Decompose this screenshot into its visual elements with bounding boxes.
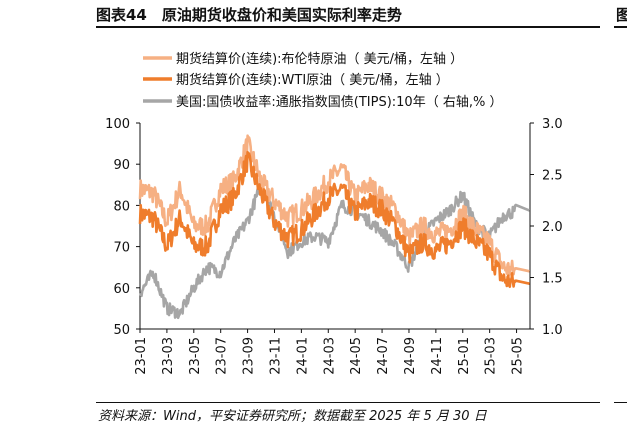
x-tick-label: 25-03 bbox=[484, 337, 499, 375]
figure-title: 图表44 原油期货收盘价和美国实际利率走势 bbox=[96, 6, 402, 24]
x-tick-label: 24-01 bbox=[295, 337, 310, 375]
adjacent-figure-title-fragment: 图 bbox=[616, 6, 627, 24]
legend-label: 期货结算价(连续):布伦特原油（ 美元/桶，左轴 ） bbox=[176, 51, 463, 67]
right-tick-label: 3.0 bbox=[542, 117, 563, 132]
x-tick-label: 24-07 bbox=[376, 337, 391, 375]
left-tick-label: 80 bbox=[113, 199, 130, 214]
source-note: 资料来源：Wind，平安证券研究所；数据截至 2025 年 5 月 30 日 bbox=[98, 409, 487, 424]
source-bar: 资料来源：Wind，平安证券研究所；数据截至 2025 年 5 月 30 日 bbox=[96, 402, 600, 424]
legend-label: 美国:国债收益率:通胀指数国债(TIPS):10年（ 右轴,% ） bbox=[176, 94, 502, 110]
axes: 50 60 70 80 90 100 1.0 1.5 2.0 2.5 3.0 23-01 23-03 23… bbox=[105, 117, 563, 375]
right-tick-label: 2.0 bbox=[542, 220, 563, 235]
brent-series-line bbox=[138, 134, 530, 276]
x-tick-label: 23-11 bbox=[268, 337, 283, 375]
left-tick-label: 100 bbox=[105, 117, 130, 132]
series-layer bbox=[138, 134, 531, 320]
tips-series-line bbox=[139, 182, 531, 320]
right-tick-label: 1.0 bbox=[542, 323, 563, 338]
x-tick-label: 24-03 bbox=[322, 337, 337, 375]
legend: 期货结算价(连续):布伦特原油（ 美元/桶，左轴 ） 期货结算价(连续):WTI原… bbox=[143, 51, 502, 110]
x-tick-label: 23-05 bbox=[188, 337, 203, 375]
x-tick-label: 23-09 bbox=[242, 337, 257, 375]
left-tick-label: 50 bbox=[113, 323, 130, 338]
adjacent-figure-fragment: 图 bbox=[614, 0, 627, 28]
x-tick-label: 23-03 bbox=[161, 337, 176, 375]
legend-label: 期货结算价(连续):WTI原油（ 美元/桶，左轴 ） bbox=[176, 72, 449, 88]
figure-title-bar: 图表44 原油期货收盘价和美国实际利率走势 bbox=[96, 0, 600, 28]
adjacent-figure-bottom-line bbox=[614, 402, 627, 403]
left-tick-label: 70 bbox=[113, 241, 130, 256]
x-tick-label: 24-05 bbox=[349, 337, 364, 375]
x-tick-label: 23-07 bbox=[215, 337, 230, 375]
right-tick-label: 2.5 bbox=[542, 169, 563, 184]
wti-series-line bbox=[138, 150, 530, 288]
x-tick-label: 24-11 bbox=[430, 337, 445, 375]
x-tick-label: 23-01 bbox=[134, 337, 149, 375]
x-tick-label: 25-05 bbox=[511, 337, 526, 375]
x-tick-label: 25-01 bbox=[457, 337, 472, 375]
left-tick-label: 90 bbox=[113, 158, 130, 173]
x-tick-label: 24-09 bbox=[403, 337, 418, 375]
left-tick-label: 60 bbox=[113, 282, 130, 297]
right-tick-label: 1.5 bbox=[542, 272, 563, 287]
